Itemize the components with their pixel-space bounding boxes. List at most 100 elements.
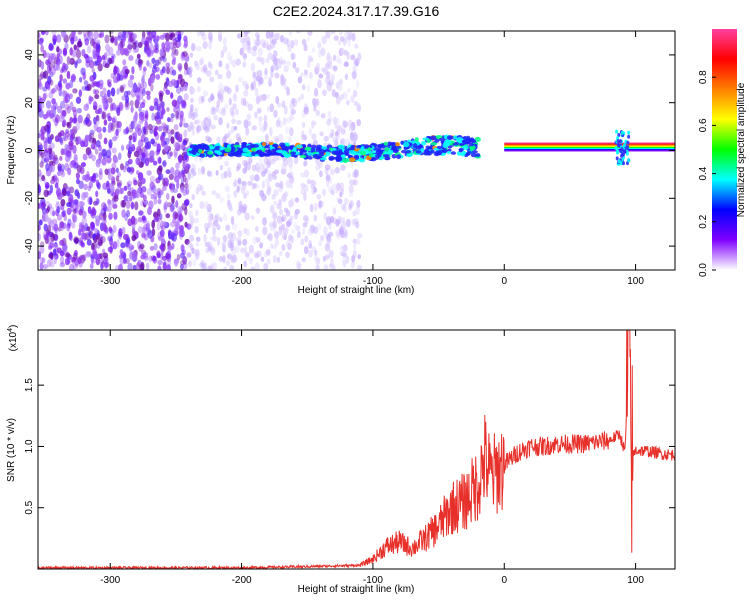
heatmap-cell [276, 102, 282, 108]
heatmap-cell [175, 200, 179, 208]
heatmap-cell [256, 56, 263, 62]
heatmap-cell [164, 144, 169, 152]
heatmap-cell [268, 141, 274, 146]
heatmap-cell [276, 155, 280, 161]
heatmap-cell [334, 131, 339, 137]
heatmap-cell [59, 83, 63, 91]
heatmap-cell [246, 114, 251, 120]
heatmap-cell [90, 221, 96, 231]
heatmap-cell [210, 93, 215, 101]
heatmap-cell [162, 221, 167, 227]
heatmap-cell [252, 46, 258, 52]
heatmap-cell [330, 189, 335, 196]
heatmap-cell [75, 121, 81, 131]
heatmap-cell [93, 100, 97, 107]
heatmap-cell [290, 52, 295, 61]
heatmap-cell [196, 241, 200, 247]
heatmap-cell [183, 129, 188, 138]
heatmap-cell [145, 42, 150, 50]
heatmap-cell [334, 91, 339, 99]
heatmap-cell [355, 79, 360, 89]
heatmap-cell [45, 162, 50, 172]
heatmap-cell [283, 207, 289, 213]
heatmap-cell [271, 223, 277, 232]
heatmap-cell [196, 45, 202, 52]
heatmap-cell [130, 167, 135, 173]
heatmap-cell [162, 66, 168, 74]
snr-x-axis-label: Height of straight line (km) [298, 584, 415, 595]
heatmap-cell [91, 67, 96, 73]
heatmap-cell [157, 198, 162, 205]
heatmap-cell [218, 108, 224, 116]
heatmap-cell [43, 223, 48, 232]
heatmap-cell [450, 151, 456, 155]
heatmap-cell [336, 215, 341, 221]
heatmap-cell [181, 99, 187, 108]
heatmap-cell [222, 37, 227, 45]
heatmap-cell [89, 59, 95, 69]
heatmap-cell [324, 243, 331, 252]
heatmap-cell [308, 239, 312, 249]
heatmap-cell [303, 191, 307, 201]
heatmap-cell [151, 112, 155, 121]
heatmap-cell [258, 156, 263, 164]
heatmap-cell [183, 55, 190, 63]
heatmap-cell [202, 90, 208, 97]
heatmap-cell [622, 161, 626, 166]
heatmap-cell [38, 232, 41, 242]
heatmap-cell [338, 228, 344, 236]
heatmap-cell [49, 142, 55, 150]
heatmap-cell [149, 181, 155, 191]
heatmap-cell [294, 197, 300, 203]
heatmap-cell [263, 262, 269, 270]
heatmap-cell [41, 31, 46, 35]
heatmap-cell [391, 145, 397, 150]
heatmap-cell [187, 171, 191, 181]
heatmap-cell [213, 219, 219, 227]
heatmap-cell [167, 245, 172, 253]
heatmap-cell [113, 211, 118, 220]
heatmap-cell [330, 257, 334, 267]
heatmap-cell [244, 36, 251, 44]
heatmap-cell [195, 209, 199, 217]
heatmap-cell [112, 75, 117, 84]
heatmap-cell [86, 239, 92, 246]
heatmap-cell [318, 240, 322, 247]
heatmap-cell [177, 40, 182, 47]
heatmap-cell [228, 138, 232, 145]
heatmap-cell [137, 139, 144, 148]
heatmap-cell [356, 102, 361, 111]
heatmap-cell [189, 121, 194, 127]
heatmap-cell [317, 222, 322, 230]
heatmap-cell [142, 194, 147, 201]
heatmap-cell [272, 219, 277, 229]
heatmap-cell [244, 31, 250, 36]
heatmap-cell [223, 152, 228, 156]
heatmap-cell [255, 150, 261, 155]
heatmap-cell [242, 203, 248, 211]
heatmap-cell [165, 250, 172, 260]
heatmap-cell [230, 242, 234, 252]
heatmap-cell [226, 51, 232, 61]
heatmap-cell [289, 215, 294, 221]
heatmap-cell [320, 67, 326, 73]
heatmap-cell [112, 224, 117, 234]
heatmap-cell [620, 130, 624, 135]
heatmap-cell [68, 231, 73, 241]
heatmap-cell [253, 38, 259, 44]
heatmap-cell [166, 116, 171, 123]
heatmap-cell [98, 168, 103, 176]
heatmap-cell [146, 170, 152, 176]
heatmap-cell [77, 257, 82, 265]
heatmap-cell [108, 57, 113, 65]
heatmap-cell [71, 212, 77, 221]
heatmap-cell [99, 252, 104, 260]
heatmap-cell [231, 232, 236, 242]
heatmap-cell [334, 117, 340, 126]
heatmap-cell [311, 47, 316, 54]
heatmap-cell [82, 254, 87, 262]
heatmap-cell [184, 177, 189, 186]
heatmap-cell [120, 242, 126, 249]
heatmap-cell [69, 101, 74, 110]
heatmap-cell [55, 64, 61, 71]
